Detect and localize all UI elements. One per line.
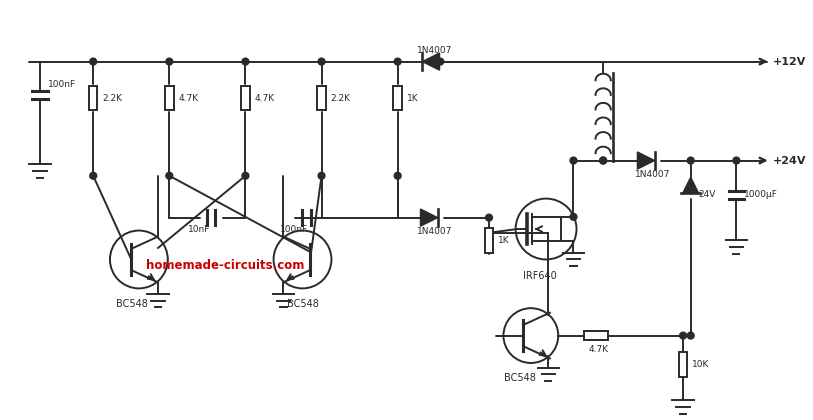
- Circle shape: [242, 172, 249, 179]
- Circle shape: [680, 332, 686, 339]
- Circle shape: [242, 58, 249, 65]
- Circle shape: [600, 157, 606, 164]
- Text: homemade-circuits.com: homemade-circuits.com: [146, 259, 305, 272]
- Bar: [89, 86, 98, 110]
- Polygon shape: [420, 209, 437, 226]
- Bar: [584, 331, 608, 340]
- Polygon shape: [423, 53, 440, 70]
- Circle shape: [600, 157, 606, 164]
- Bar: [241, 86, 250, 110]
- Text: 24V: 24V: [698, 189, 715, 199]
- Text: 4.7K: 4.7K: [179, 94, 198, 102]
- Circle shape: [394, 172, 401, 179]
- Circle shape: [166, 172, 172, 179]
- Polygon shape: [683, 177, 698, 193]
- Bar: [393, 86, 402, 110]
- Bar: [485, 228, 493, 252]
- Text: 1000μF: 1000μF: [744, 190, 778, 199]
- Text: 1K: 1K: [406, 94, 419, 102]
- Circle shape: [733, 157, 740, 164]
- Bar: [165, 86, 173, 110]
- Text: 1K: 1K: [498, 236, 510, 245]
- Text: 1N4007: 1N4007: [417, 47, 452, 55]
- Text: 100nF: 100nF: [47, 80, 76, 89]
- Bar: [317, 86, 326, 110]
- Circle shape: [570, 213, 577, 220]
- Text: 1N4007: 1N4007: [635, 170, 671, 179]
- Text: BC548: BC548: [116, 299, 148, 309]
- Text: BC548: BC548: [287, 299, 320, 309]
- Text: +24V: +24V: [773, 155, 806, 165]
- Circle shape: [318, 58, 325, 65]
- Circle shape: [570, 157, 577, 164]
- Text: 1N4007: 1N4007: [417, 227, 452, 236]
- Circle shape: [687, 157, 694, 164]
- Circle shape: [687, 332, 694, 339]
- Polygon shape: [637, 152, 654, 169]
- Bar: [679, 352, 687, 377]
- Circle shape: [89, 58, 97, 65]
- Circle shape: [394, 58, 401, 65]
- Circle shape: [166, 58, 172, 65]
- Text: 2.2K: 2.2K: [102, 94, 122, 102]
- Text: 4.7K: 4.7K: [589, 345, 609, 354]
- Text: 4.7K: 4.7K: [254, 94, 275, 102]
- Text: 10nF: 10nF: [189, 225, 211, 234]
- Text: 2.2K: 2.2K: [331, 94, 350, 102]
- Text: +12V: +12V: [773, 57, 806, 67]
- Circle shape: [437, 58, 444, 65]
- Circle shape: [318, 172, 325, 179]
- Circle shape: [485, 214, 493, 221]
- Text: IRF640: IRF640: [524, 271, 557, 281]
- Circle shape: [89, 172, 97, 179]
- Text: 100nF: 100nF: [280, 225, 308, 234]
- Text: 10K: 10K: [692, 360, 710, 369]
- Text: BC548: BC548: [504, 373, 536, 383]
